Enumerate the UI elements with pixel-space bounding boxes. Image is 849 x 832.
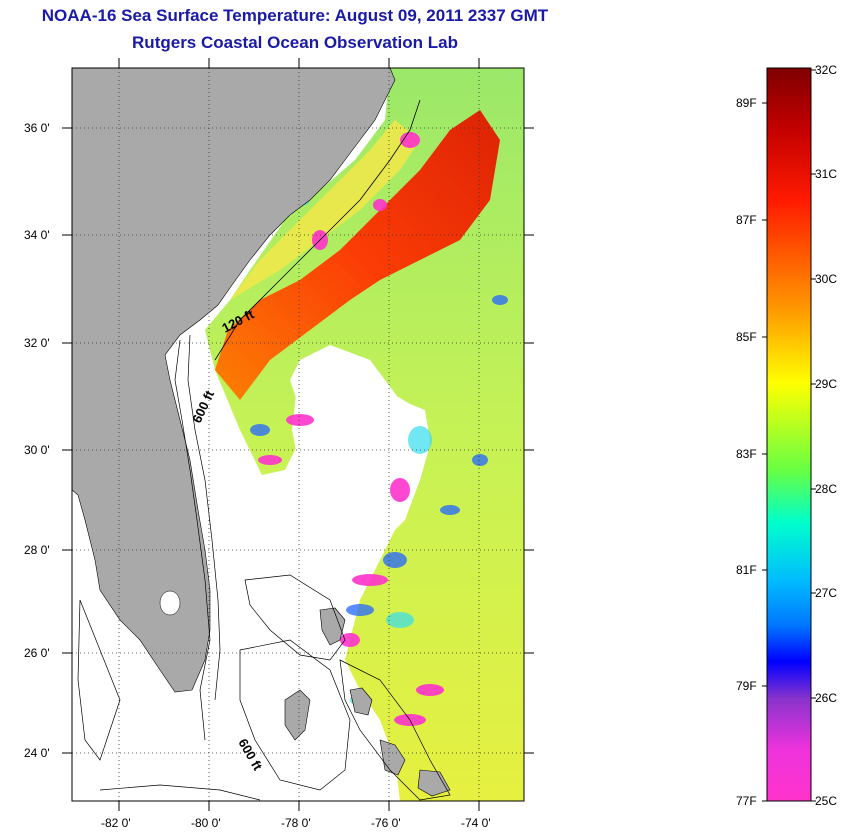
lat-label-36: 36 0': [24, 121, 50, 135]
colorbar-label-83f: 83F: [736, 447, 757, 461]
lake-okeechobee: [159, 590, 181, 616]
colorbar-label-79f: 79F: [736, 679, 757, 693]
page-subtitle: Rutgers Coastal Ocean Observation Lab: [132, 33, 458, 52]
graticule: [72, 68, 524, 801]
colorbar-label-81f: 81F: [736, 563, 757, 577]
lon-label-76: -76 0': [371, 816, 401, 830]
lon-label-80: -80 0': [191, 816, 221, 830]
page-title: NOAA-16 Sea Surface Temperature: August …: [41, 6, 549, 25]
lat-label-32: 32 0': [24, 336, 50, 350]
colorbar: [766, 67, 812, 802]
shelf-water: [230, 120, 420, 300]
lon-label-82: -82 0': [101, 816, 131, 830]
map-content: [72, 68, 524, 801]
colorbar-label-29c: 29C: [815, 377, 837, 391]
colorbar-label-89f: 89F: [736, 96, 757, 110]
colorbar-label-31c: 31C: [815, 167, 837, 181]
colorbar-label-26c: 26C: [815, 691, 837, 705]
lon-label-74: -74 0': [461, 816, 491, 830]
colorbar-label-77f: 77F: [736, 794, 757, 808]
warm-water-band: [215, 110, 500, 400]
us-mainland: [72, 68, 396, 693]
colorbar-label-30c: 30C: [815, 272, 837, 286]
colorbar-label-32c: 32C: [815, 63, 837, 77]
lat-label-28: 28 0': [24, 543, 50, 557]
colorbar-label-27c: 27C: [815, 586, 837, 600]
lat-label-30: 30 0': [24, 443, 50, 457]
lat-label-26: 26 0': [24, 646, 50, 660]
bank-outlines: [77, 334, 451, 801]
map-frame: [71, 67, 525, 802]
lat-label-24: 24 0': [24, 746, 50, 760]
colorbar-label-87f: 87F: [736, 213, 757, 227]
map-ticks: [62, 58, 534, 811]
colorbar-label-25c: 25C: [815, 794, 837, 808]
isobath-120ft: [214, 99, 421, 361]
colorbar-label-85f: 85F: [736, 330, 757, 344]
bahamas-islands: [284, 607, 451, 797]
lat-label-34: 34 0': [24, 228, 50, 242]
colorbar-label-28c: 28C: [815, 482, 837, 496]
colorbar-ticks: [762, 69, 816, 802]
lon-label-78: -78 0': [281, 816, 311, 830]
